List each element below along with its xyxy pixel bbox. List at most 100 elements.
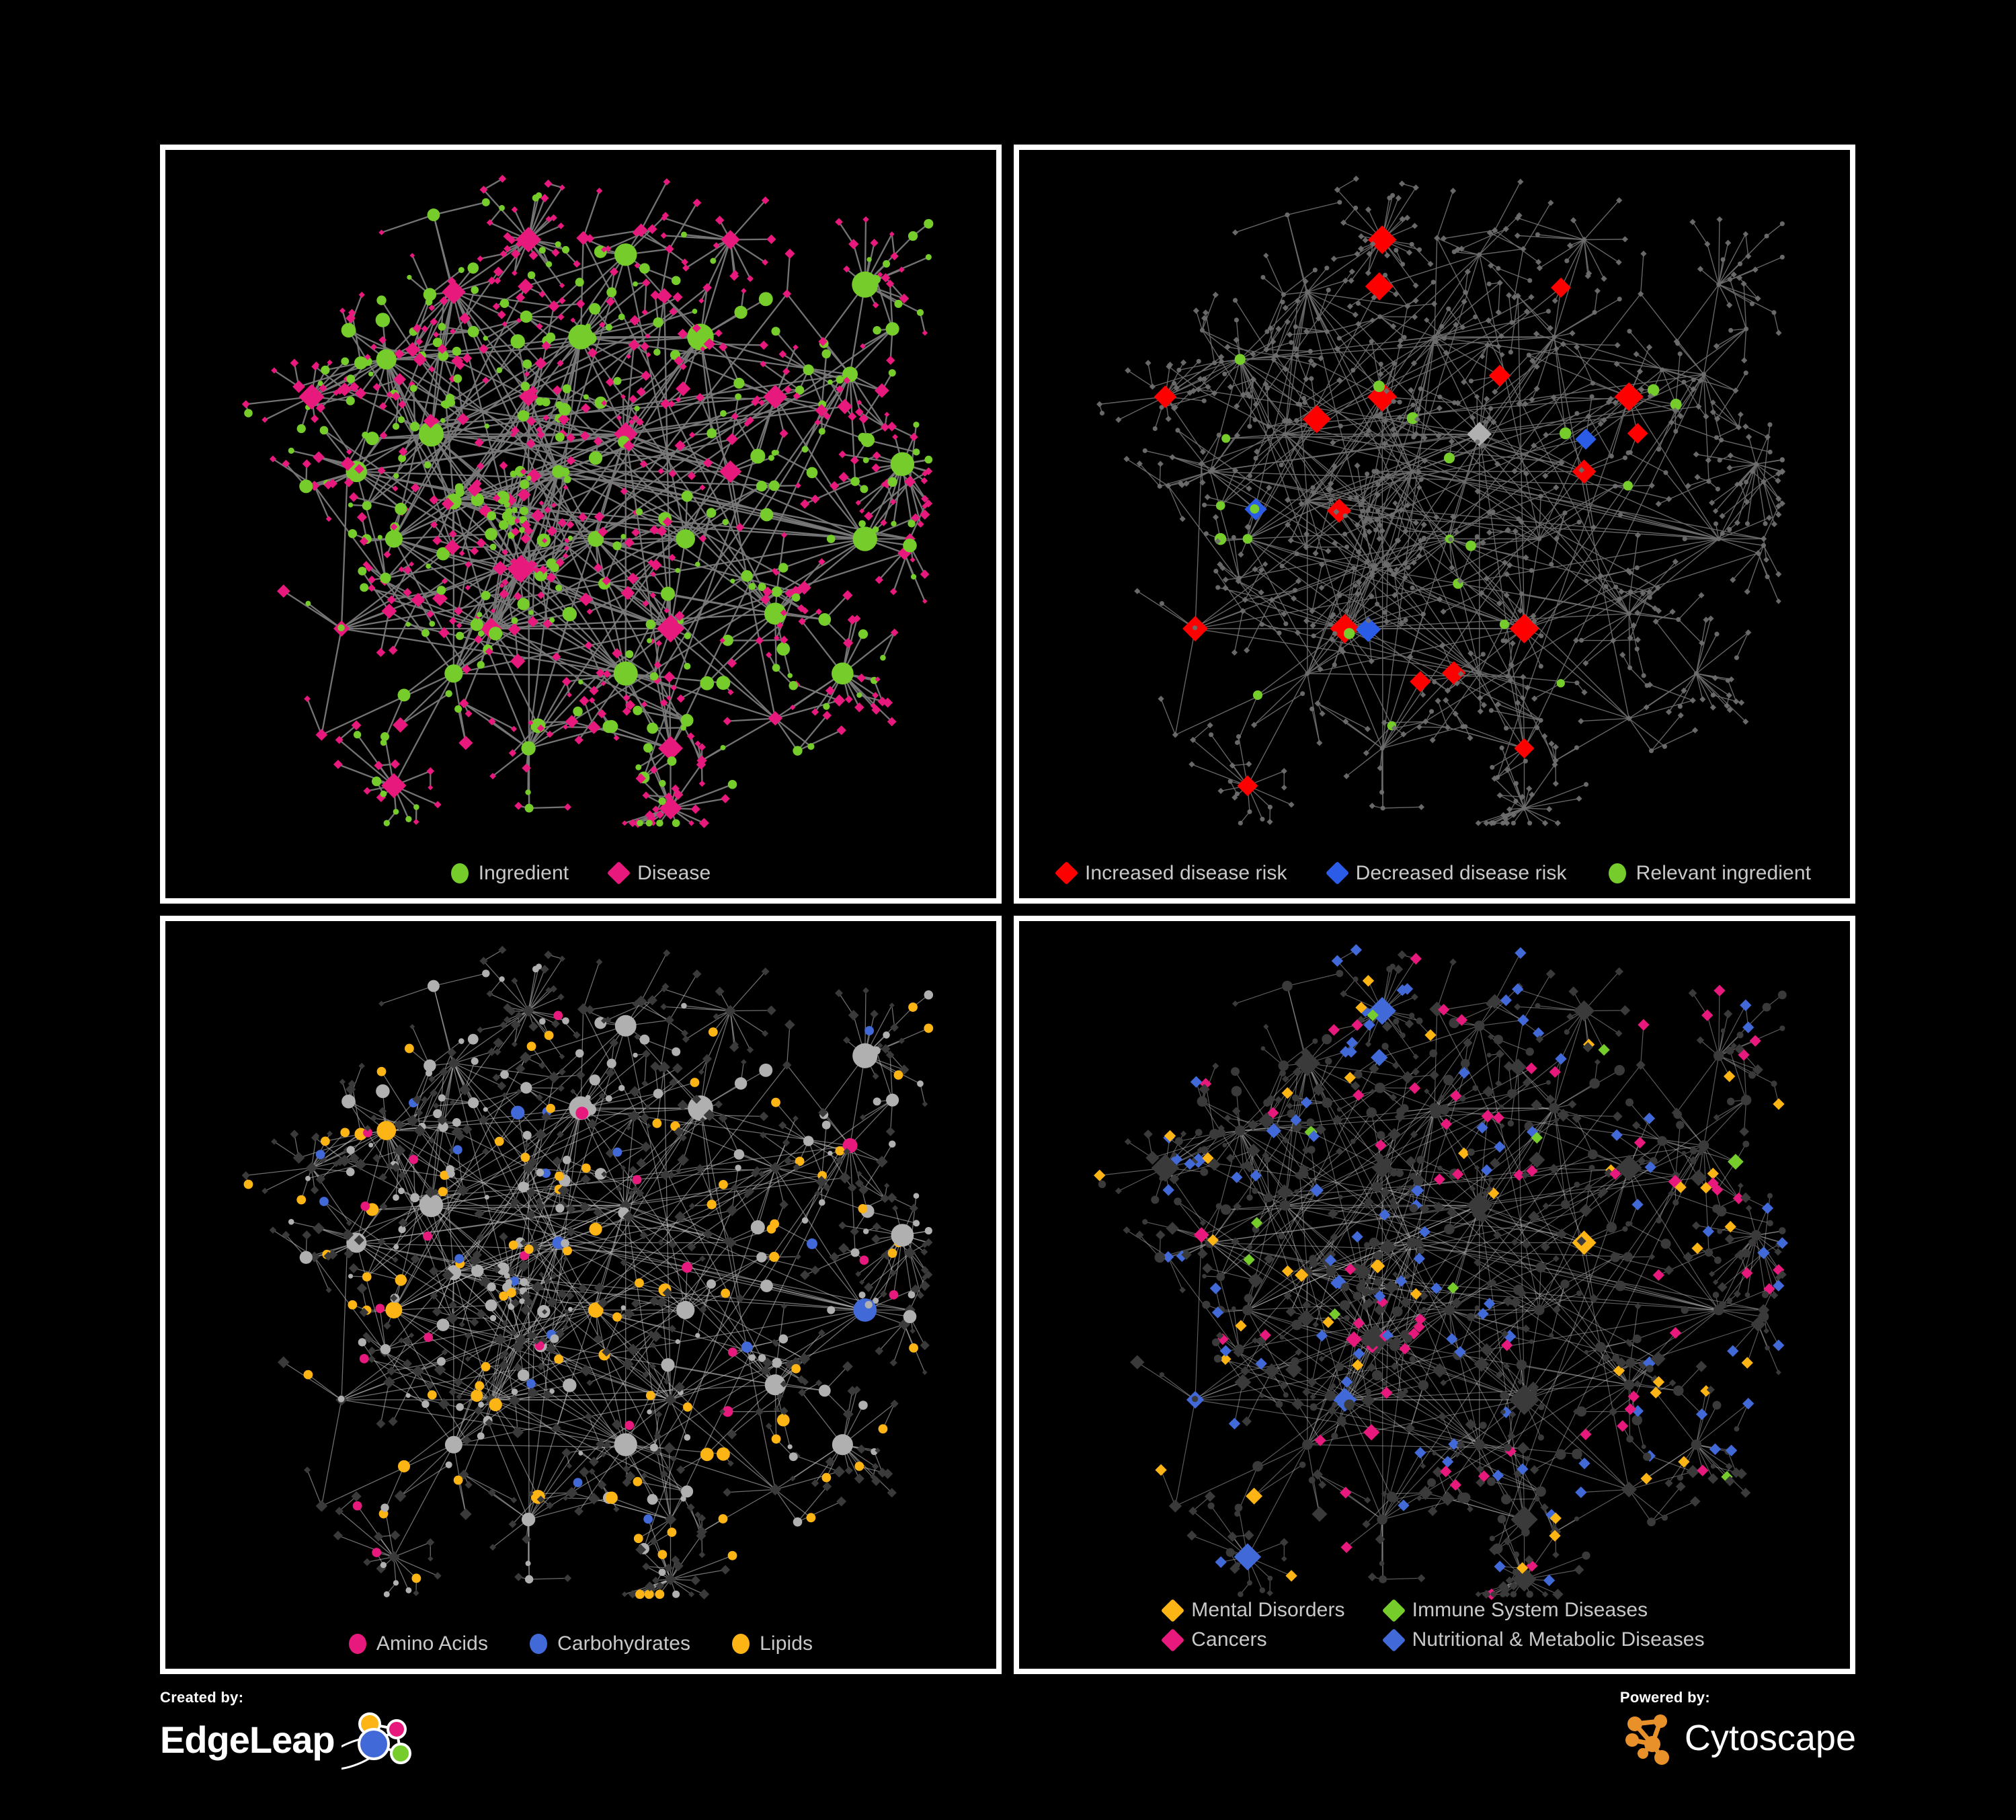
network-node-disease[interactable] [800,499,810,509]
network-node-ingredient[interactable] [722,518,729,526]
network-node-disease[interactable] [1458,245,1465,252]
network-node-ingredient[interactable] [1353,205,1359,210]
network-node-disease[interactable] [1158,695,1164,702]
network-node-ingredient[interactable] [635,764,642,770]
network-node-disease[interactable] [1312,550,1319,557]
network-node-disease[interactable] [1554,820,1561,826]
network-node-ingredient[interactable] [894,299,903,309]
network-node-ingredient[interactable] [485,1299,497,1311]
network-node-disease[interactable] [1736,274,1743,281]
network-node-disease[interactable] [1742,718,1749,725]
network-node-ingredient[interactable] [653,1088,663,1099]
network-node-ingredient[interactable] [594,1167,607,1180]
network-node-ingredient[interactable] [444,664,463,683]
network-node-ingredient[interactable] [589,1074,601,1086]
network-node-ingredient[interactable] [1551,334,1557,340]
network-node-ingredient[interactable] [653,317,663,328]
network-node-disease[interactable] [1646,344,1653,351]
network-node-disease[interactable] [546,572,557,583]
network-node-disease[interactable] [1572,459,1597,484]
network-node-ingredient[interactable] [1437,394,1443,399]
network-node-disease[interactable] [1543,432,1549,438]
network-node-ingredient[interactable] [1779,254,1785,260]
network-node-disease[interactable] [1666,496,1672,502]
network-node-ingredient[interactable] [1538,493,1543,499]
network-node-ingredient[interactable] [423,288,437,301]
network-node-disease[interactable] [1745,434,1752,440]
network-node-ingredient[interactable] [1292,588,1297,593]
network-node-disease[interactable] [1533,385,1540,392]
network-node-disease[interactable] [1518,518,1525,525]
network-node-ingredient[interactable] [511,617,518,625]
network-node-ingredient[interactable] [376,1066,387,1076]
network-node-ingredient[interactable] [1500,638,1506,643]
network-node-ingredient[interactable] [1590,381,1595,386]
network-node-disease[interactable] [1648,482,1655,489]
network-node-ingredient[interactable] [1626,611,1631,617]
network-node-ingredient[interactable] [1159,405,1164,410]
network-node-disease[interactable] [586,608,593,615]
network-node-disease[interactable] [1469,414,1476,421]
network-node-disease[interactable] [551,248,560,257]
network-node-ingredient[interactable] [1310,485,1316,490]
network-node-ingredient[interactable] [337,624,345,631]
network-node-ingredient[interactable] [244,409,253,418]
network-node-disease[interactable] [612,648,622,659]
network-node-disease[interactable] [680,363,687,370]
network-node-disease[interactable] [721,230,740,249]
network-node-ingredient[interactable] [734,1076,748,1090]
network-node-ingredient[interactable] [348,528,358,539]
network-node-ingredient[interactable] [1301,395,1307,401]
panel-disease-risk[interactable]: Increased disease risk Decreased disease … [1014,145,1855,904]
network-node-disease[interactable] [641,370,651,381]
network-node-disease[interactable] [843,265,850,273]
network-node-ingredient[interactable] [575,1106,589,1119]
network-node-disease[interactable] [1697,377,1704,384]
network-node-ingredient[interactable] [1324,329,1330,334]
network-node-ingredient[interactable] [380,739,387,746]
network-node-disease[interactable] [1396,342,1404,349]
network-node-ingredient[interactable] [496,367,503,373]
network-node-disease[interactable] [782,1060,792,1070]
network-node-ingredient[interactable] [1728,327,1734,333]
network-node-disease[interactable] [836,385,844,393]
network-node-ingredient[interactable] [397,688,411,702]
network-node-ingredient[interactable] [1387,195,1392,200]
network-node-disease[interactable] [624,700,636,711]
network-node-ingredient[interactable] [481,590,491,600]
network-node-disease[interactable] [1268,596,1275,603]
network-node-disease[interactable] [889,231,895,237]
network-node-ingredient[interactable] [1779,221,1785,227]
network-node-ingredient[interactable] [1260,816,1265,822]
network-node-ingredient[interactable] [1312,267,1318,273]
network-node-disease[interactable] [1621,236,1628,243]
network-node-ingredient[interactable] [1365,507,1371,513]
network-node-ingredient[interactable] [1099,410,1105,416]
network-node-disease[interactable] [381,603,397,619]
network-node-disease[interactable] [1165,482,1172,489]
network-node-ingredient[interactable] [1701,372,1707,377]
network-node-ingredient[interactable] [1430,280,1436,285]
network-node-disease[interactable] [1309,608,1316,615]
network-node-disease[interactable] [421,325,429,333]
network-node-disease[interactable] [844,695,853,704]
network-node-disease[interactable] [1766,514,1773,521]
network-node-ingredient[interactable] [771,327,780,336]
network-node-ingredient[interactable] [520,1081,532,1094]
network-node-disease[interactable] [1737,411,1744,418]
network-node-disease[interactable] [1123,456,1130,463]
network-node-disease[interactable] [1377,764,1383,772]
network-node-disease[interactable] [499,583,505,588]
network-node-ingredient[interactable] [795,1156,805,1166]
network-node-ingredient[interactable] [438,323,446,331]
network-node-ingredient[interactable] [886,1093,899,1107]
network-node-disease[interactable] [426,767,435,775]
network-node-disease[interactable] [1420,521,1427,528]
network-node-disease[interactable] [702,1228,713,1239]
network-node-disease[interactable] [563,724,569,730]
network-node-ingredient[interactable] [380,1343,391,1355]
network-node-ingredient[interactable] [1391,399,1396,404]
network-node-disease[interactable] [1288,801,1295,808]
network-node-ingredient[interactable] [1634,565,1640,571]
network-node-ingredient[interactable] [508,518,516,526]
